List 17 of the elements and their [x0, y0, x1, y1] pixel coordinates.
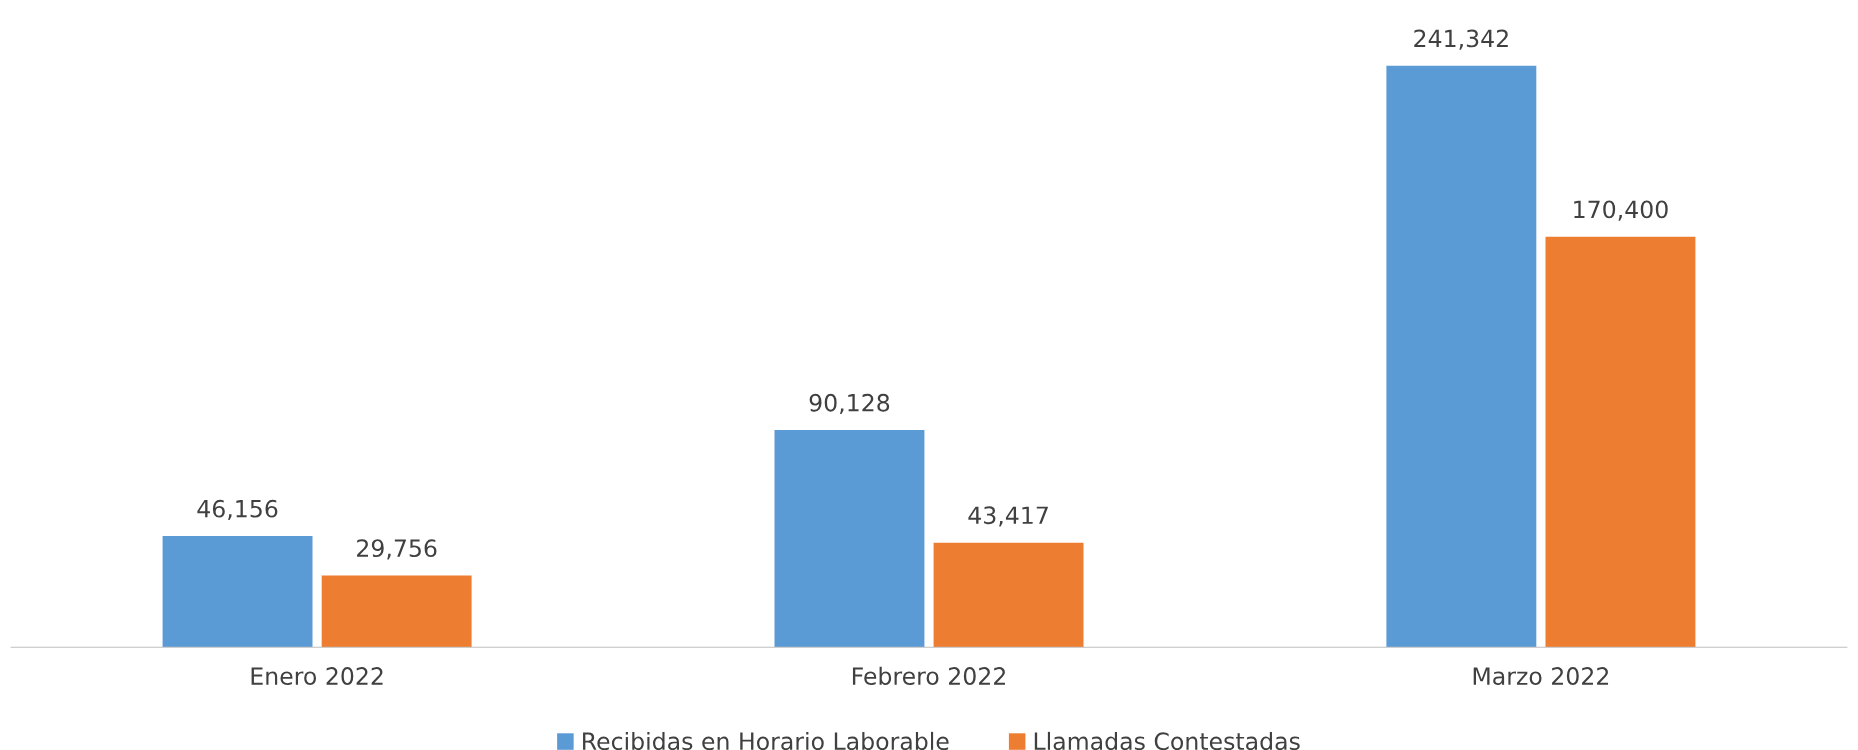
bar: [1545, 236, 1696, 648]
data-label: 29,756: [357, 539, 437, 560]
data-label: 170,400: [1574, 200, 1668, 221]
x-tick-label: Enero 2022: [251, 667, 383, 685]
bar: [933, 542, 1084, 648]
data-label: 90,128: [809, 393, 890, 415]
x-tick-label: Marzo 2022: [1473, 667, 1609, 685]
legend-label: Llamadas Contestadas: [1034, 731, 1300, 750]
data-label: 43,417: [968, 506, 1048, 527]
bar: [162, 536, 313, 648]
bar: [1386, 65, 1537, 648]
data-label: 46,156: [197, 499, 278, 520]
data-label: 241,342: [1414, 29, 1508, 50]
bar: [774, 430, 925, 648]
bar: [321, 575, 472, 648]
x-tick-label: Febrero 2022: [852, 666, 1005, 685]
legend-label: Recibidas en Horario Laborable: [583, 731, 949, 750]
